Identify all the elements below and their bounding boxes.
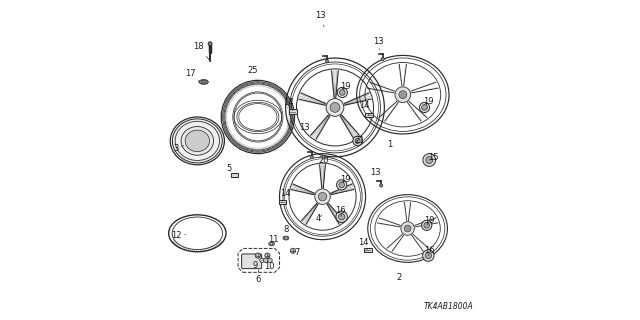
- Circle shape: [355, 138, 360, 143]
- Ellipse shape: [185, 130, 209, 152]
- Text: 15: 15: [429, 153, 439, 162]
- Circle shape: [381, 57, 385, 60]
- Text: 19: 19: [424, 216, 435, 225]
- Circle shape: [208, 42, 212, 46]
- Circle shape: [419, 102, 429, 113]
- Circle shape: [336, 211, 348, 222]
- Circle shape: [380, 184, 383, 187]
- Circle shape: [426, 156, 433, 164]
- Circle shape: [291, 248, 296, 253]
- Text: 4: 4: [316, 214, 321, 223]
- Circle shape: [337, 180, 347, 190]
- Circle shape: [339, 90, 345, 95]
- Circle shape: [255, 253, 260, 258]
- Circle shape: [339, 182, 344, 188]
- Text: 12: 12: [172, 231, 186, 240]
- Text: 3: 3: [173, 144, 184, 153]
- FancyBboxPatch shape: [242, 254, 262, 269]
- Ellipse shape: [170, 117, 225, 165]
- Ellipse shape: [199, 80, 208, 84]
- Circle shape: [339, 213, 345, 220]
- Text: 6: 6: [256, 270, 261, 284]
- Circle shape: [260, 258, 264, 263]
- Ellipse shape: [283, 236, 289, 240]
- Circle shape: [264, 258, 268, 263]
- Text: 17: 17: [185, 69, 199, 81]
- Text: 20: 20: [318, 156, 328, 164]
- Text: 14: 14: [358, 238, 368, 250]
- Circle shape: [425, 252, 431, 259]
- Circle shape: [325, 60, 328, 63]
- Text: 5: 5: [227, 164, 232, 173]
- Circle shape: [404, 225, 411, 232]
- Ellipse shape: [201, 81, 206, 83]
- Text: 13: 13: [315, 11, 325, 27]
- Circle shape: [310, 155, 314, 158]
- Text: 7: 7: [292, 248, 300, 257]
- Text: 13: 13: [373, 37, 383, 50]
- Circle shape: [315, 189, 330, 204]
- Circle shape: [399, 91, 407, 99]
- FancyBboxPatch shape: [278, 200, 286, 204]
- Text: 19: 19: [340, 82, 350, 91]
- Text: 11: 11: [269, 235, 279, 244]
- FancyBboxPatch shape: [365, 113, 373, 117]
- FancyBboxPatch shape: [231, 173, 238, 177]
- Circle shape: [265, 253, 270, 258]
- Text: 16: 16: [335, 206, 346, 216]
- Circle shape: [424, 222, 429, 228]
- Text: 19: 19: [340, 175, 350, 184]
- Circle shape: [326, 99, 344, 116]
- Text: TK4AB1800A: TK4AB1800A: [423, 302, 473, 311]
- Circle shape: [395, 87, 411, 102]
- Text: 13: 13: [300, 123, 310, 134]
- Circle shape: [422, 105, 428, 110]
- Text: 9: 9: [252, 256, 257, 270]
- Text: 8: 8: [284, 225, 289, 237]
- Ellipse shape: [269, 242, 275, 246]
- Circle shape: [337, 87, 348, 98]
- Circle shape: [330, 102, 340, 112]
- FancyBboxPatch shape: [364, 248, 372, 252]
- Circle shape: [268, 258, 272, 263]
- Text: 13: 13: [370, 168, 380, 180]
- Text: 19: 19: [423, 97, 433, 106]
- FancyBboxPatch shape: [289, 109, 297, 114]
- Circle shape: [353, 136, 362, 146]
- Text: 14: 14: [359, 101, 370, 115]
- Ellipse shape: [181, 126, 214, 155]
- Circle shape: [422, 220, 432, 230]
- Circle shape: [401, 222, 414, 235]
- Text: 2: 2: [396, 273, 401, 282]
- Text: 1: 1: [387, 140, 392, 148]
- Circle shape: [423, 154, 436, 166]
- Text: 21: 21: [354, 136, 364, 145]
- Text: 14: 14: [280, 189, 290, 201]
- Text: 25: 25: [248, 66, 259, 82]
- Text: 18: 18: [193, 42, 209, 60]
- Text: 16: 16: [424, 246, 435, 256]
- Circle shape: [318, 192, 327, 201]
- Circle shape: [422, 250, 434, 261]
- Text: 10: 10: [264, 256, 275, 271]
- Text: 14: 14: [283, 98, 293, 111]
